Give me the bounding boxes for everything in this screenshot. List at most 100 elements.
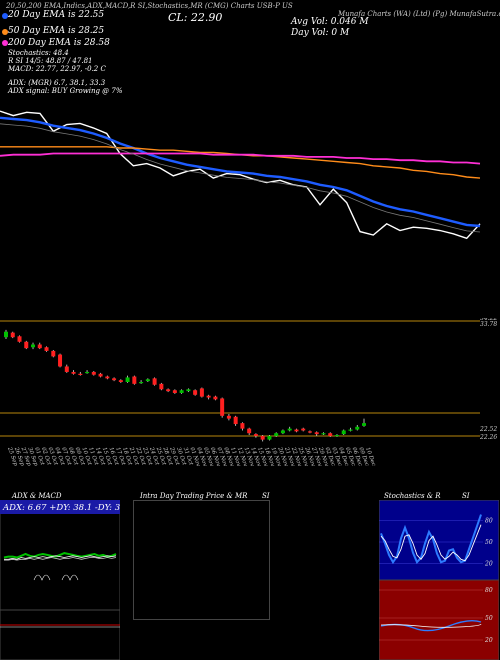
candle-body [193, 390, 198, 395]
candle-body [314, 432, 319, 435]
candle-body [226, 415, 231, 419]
candle-body [145, 379, 150, 382]
candle-body [247, 428, 252, 434]
candle-body [199, 388, 204, 397]
ema20-lower-band [0, 123, 481, 233]
candle-body [105, 376, 110, 379]
candle-body [179, 390, 184, 393]
day-volume: Day Vol: 0 M [291, 28, 350, 38]
candle-body [31, 344, 36, 348]
candle-body [112, 378, 117, 381]
stochastics-si-label: SI [462, 492, 470, 500]
stochastics-frame [379, 500, 499, 581]
candle-body [307, 431, 312, 433]
adx-title-bar [0, 500, 120, 514]
candle-body [166, 389, 171, 392]
munafa-brand: Munafa Charts (WA) (Ltd) (Pg) MunafaSutr… [338, 10, 500, 18]
series-price [0, 110, 481, 240]
candle-body [321, 433, 326, 435]
adx-hump-markers [33, 574, 79, 581]
candle-body [24, 341, 29, 349]
candle-body [118, 380, 123, 382]
candle-body [348, 429, 353, 431]
rsi-signal-line [380, 623, 482, 628]
series-200-day-ema [0, 152, 481, 165]
stoch-y-tick: 80 [485, 517, 493, 524]
price-level-label: 22.52 [479, 426, 497, 433]
stoch-y-tick: 50 [485, 539, 493, 546]
intraday-title: Intra Day Trading Price & MR [140, 492, 248, 500]
candle-body [280, 430, 285, 434]
stochastics-value: Stochastics: 48.4 [8, 49, 69, 57]
stochastics-rsi-panel: 80 50 20 80 50 20 [379, 500, 499, 660]
price-level-label: 22.26 [479, 434, 497, 441]
candle-body [294, 429, 299, 432]
candle-body [260, 435, 265, 440]
candle-body [159, 383, 164, 390]
adx-macd-title: ADX & MACD [12, 492, 62, 500]
candle-body [186, 389, 191, 392]
rsi-value: R SI 14/5: 48.87 / 47.81 [8, 57, 93, 65]
macd-section [0, 609, 120, 660]
candle-body [240, 423, 245, 429]
candle-body [362, 423, 366, 426]
rsi-frame [379, 579, 499, 660]
price-level-label: 33.78 [480, 321, 497, 328]
candle-body [152, 378, 157, 385]
stochastics-title: Stochastics & R [384, 492, 441, 500]
intraday-si-label: SI [262, 492, 270, 500]
price-level-label: 34.22 [480, 318, 497, 322]
ema50-legend-dot [2, 29, 8, 35]
adx-series-dy [4, 557, 117, 561]
candle-body [355, 426, 360, 430]
rsi-y-tick: 50 [485, 615, 493, 622]
candle-body [287, 428, 292, 431]
macd-value: MACD: 22.77, 22.97, -0.2 C [8, 65, 106, 73]
adx-signal: ADX signal: BUY Growing @ 7% [8, 87, 123, 95]
candle-body [139, 382, 144, 384]
adx-macd-panel: ADX: 6.67 +DY: 38.1 -DY: 33.33 [0, 500, 120, 660]
candle-body [301, 428, 306, 431]
candle-body [220, 398, 225, 416]
candle-body [51, 350, 56, 357]
ema200-label: 200 Day EMA is 28.58 [8, 38, 110, 48]
close-price: CL: 22.90 [168, 11, 223, 24]
stoch-y-tick: 20 [484, 561, 493, 568]
candle-body [328, 433, 333, 436]
candle-body [253, 434, 258, 436]
candle-body [64, 366, 69, 372]
candle-body [37, 344, 42, 349]
candle-body [78, 373, 83, 375]
price-ema-chart [0, 110, 481, 240]
adx-value: ADX: (MGR) 6.7, 38.1, 33.3 [8, 79, 106, 87]
candle-body [334, 435, 339, 437]
candle-body [172, 390, 177, 393]
series-20-day-ema [0, 116, 481, 228]
candle-body [98, 373, 103, 377]
stoch-series-d [380, 524, 482, 562]
candle-body [44, 347, 49, 351]
candle-body [125, 377, 130, 382]
candle-body [10, 332, 15, 338]
rsi-y-tick: 20 [484, 637, 493, 644]
ema20-legend-dot [2, 13, 8, 19]
candle-body [274, 433, 279, 436]
stoch-series-k [380, 514, 482, 565]
ema200-legend-dot [2, 40, 8, 46]
candle-body [91, 371, 96, 375]
candle-body [341, 430, 346, 435]
avg-volume: Avg Vol: 0.046 M [291, 17, 369, 27]
candle-body [17, 336, 22, 342]
candle-body [58, 354, 63, 367]
chart-overlay-title: 20,50,200 EMA,Indics,ADX,MACD,R SI,Stoch… [6, 2, 293, 10]
candle-body [71, 371, 76, 374]
adx-panel-title: ADX: 6.67 +DY: 38.1 -DY: 33.33 [2, 503, 120, 513]
candle-body [4, 331, 8, 338]
adx-series-dy [4, 555, 117, 560]
candle-body [213, 396, 218, 400]
rsi-y-tick: 80 [485, 587, 493, 594]
intraday-panel [133, 500, 270, 620]
ema50-label: 50 Day EMA is 28.25 [8, 26, 105, 36]
